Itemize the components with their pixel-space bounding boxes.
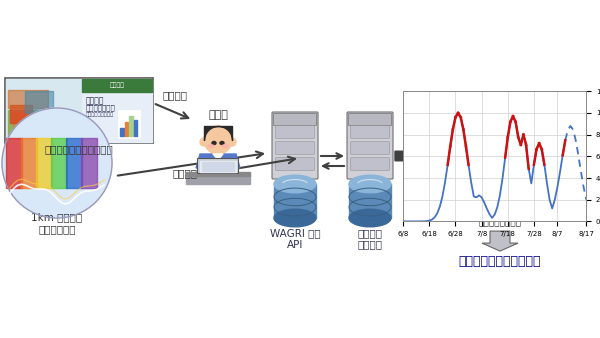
Bar	[6, 79, 81, 142]
Ellipse shape	[349, 175, 391, 193]
FancyBboxPatch shape	[274, 114, 317, 125]
Bar	[125, 122, 128, 136]
Bar	[66, 138, 82, 188]
Bar	[82, 79, 152, 92]
Bar	[202, 162, 234, 171]
Bar	[10, 105, 32, 123]
FancyBboxPatch shape	[350, 126, 389, 138]
Text: 点線部は予報値）: 点線部は予報値）	[479, 219, 521, 228]
Text: 土壌情報: 土壌情報	[163, 90, 187, 100]
Bar	[51, 138, 67, 188]
Text: アラートを発出: アラートを発出	[478, 191, 522, 201]
Bar	[8, 110, 38, 138]
Text: 日本土壌インベントリー: 日本土壌インベントリー	[44, 144, 113, 154]
Ellipse shape	[220, 142, 224, 145]
Bar	[349, 184, 391, 218]
Polygon shape	[395, 148, 411, 164]
Bar	[23, 120, 43, 135]
FancyBboxPatch shape	[197, 159, 239, 173]
Bar	[36, 138, 52, 188]
Polygon shape	[196, 154, 240, 168]
Bar	[82, 79, 152, 142]
FancyBboxPatch shape	[276, 126, 314, 138]
Bar	[13, 113, 38, 133]
Ellipse shape	[274, 175, 316, 193]
Polygon shape	[213, 154, 223, 160]
FancyBboxPatch shape	[347, 112, 393, 179]
Bar	[274, 184, 316, 218]
Text: 日本土壌: 日本土壌	[86, 96, 104, 105]
Polygon shape	[482, 231, 518, 251]
Text: （赤は乾燥ストレスを被った時期、: （赤は乾燥ストレスを被った時期、	[457, 206, 543, 215]
Text: インベントリー: インベントリー	[86, 104, 116, 111]
Bar	[118, 110, 140, 138]
FancyBboxPatch shape	[350, 158, 389, 170]
Text: 生産者の意思決定を支援: 生産者の意思決定を支援	[459, 255, 541, 268]
Bar	[186, 175, 250, 184]
Bar	[133, 120, 137, 136]
FancyBboxPatch shape	[349, 114, 392, 125]
Bar	[129, 116, 133, 136]
Bar	[25, 91, 53, 113]
Circle shape	[204, 126, 232, 154]
FancyBboxPatch shape	[350, 142, 389, 154]
Bar	[21, 138, 37, 188]
FancyBboxPatch shape	[276, 142, 314, 154]
Text: 生産者: 生産者	[208, 110, 228, 120]
Circle shape	[228, 138, 236, 146]
FancyBboxPatch shape	[5, 78, 153, 143]
Text: 1km メッシュ
農業気象情報: 1km メッシュ 農業気象情報	[31, 212, 83, 234]
Ellipse shape	[349, 209, 391, 227]
FancyBboxPatch shape	[276, 158, 314, 170]
Ellipse shape	[208, 145, 214, 147]
Bar	[120, 128, 124, 136]
Circle shape	[2, 108, 112, 218]
Bar	[81, 138, 97, 188]
Circle shape	[200, 138, 208, 146]
Text: WAGRI 内の
API: WAGRI 内の API	[269, 228, 320, 249]
Ellipse shape	[212, 142, 216, 145]
Bar	[8, 90, 48, 108]
Text: データ提供サービス: データ提供サービス	[86, 112, 114, 117]
Text: 気象情報: 気象情報	[173, 168, 197, 178]
Bar	[6, 138, 22, 188]
Bar	[200, 161, 236, 172]
Bar	[186, 172, 250, 176]
Ellipse shape	[274, 209, 316, 227]
Text: 農研機構: 農研機構	[110, 82, 125, 88]
Text: 灌水が必要な時期に: 灌水が必要な時期に	[472, 178, 528, 188]
FancyBboxPatch shape	[272, 112, 318, 179]
Ellipse shape	[222, 145, 228, 147]
Text: サービス
提供会社: サービス 提供会社	[358, 228, 383, 249]
